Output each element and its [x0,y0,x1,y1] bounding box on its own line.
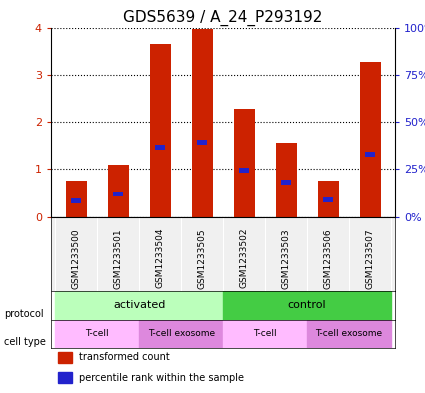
Text: control: control [288,300,326,310]
Title: GDS5639 / A_24_P293192: GDS5639 / A_24_P293192 [123,10,323,26]
Text: transformed count: transformed count [79,352,169,362]
Bar [239,168,249,173]
Text: protocol: protocol [4,309,44,320]
Bar [71,198,82,203]
Text: cell type: cell type [4,337,46,347]
Bar [360,62,380,217]
Text: T-cell exosome: T-cell exosome [315,329,382,338]
Text: GSM1233502: GSM1233502 [240,228,249,288]
Bar [234,109,255,217]
Bar [192,29,212,217]
Bar [150,44,171,217]
Bar [55,291,223,320]
Bar [223,320,307,348]
Bar [317,181,339,217]
Bar [58,372,72,383]
Bar [281,180,292,185]
Bar [66,181,87,217]
Bar [58,352,72,363]
Text: GSM1233503: GSM1233503 [282,228,291,288]
Bar [155,145,165,150]
Text: T-cell exosome: T-cell exosome [147,329,215,338]
Text: percentile rank within the sample: percentile rank within the sample [79,373,244,383]
Text: GSM1233504: GSM1233504 [156,228,164,288]
Text: GSM1233500: GSM1233500 [72,228,81,288]
Text: GSM1233505: GSM1233505 [198,228,207,288]
Bar [275,143,297,217]
Text: GSM1233501: GSM1233501 [113,228,123,288]
Bar [197,140,207,145]
Bar [307,320,391,348]
Text: activated: activated [113,300,165,310]
Text: GSM1233507: GSM1233507 [366,228,374,288]
Bar [323,197,333,202]
Bar [113,192,123,196]
Text: GSM1233506: GSM1233506 [323,228,333,288]
Bar [365,152,375,157]
Bar [55,320,139,348]
Bar [108,165,129,217]
Text: T-cell: T-cell [253,329,277,338]
Bar [139,320,223,348]
Text: T-cell: T-cell [85,329,109,338]
Bar [223,291,391,320]
